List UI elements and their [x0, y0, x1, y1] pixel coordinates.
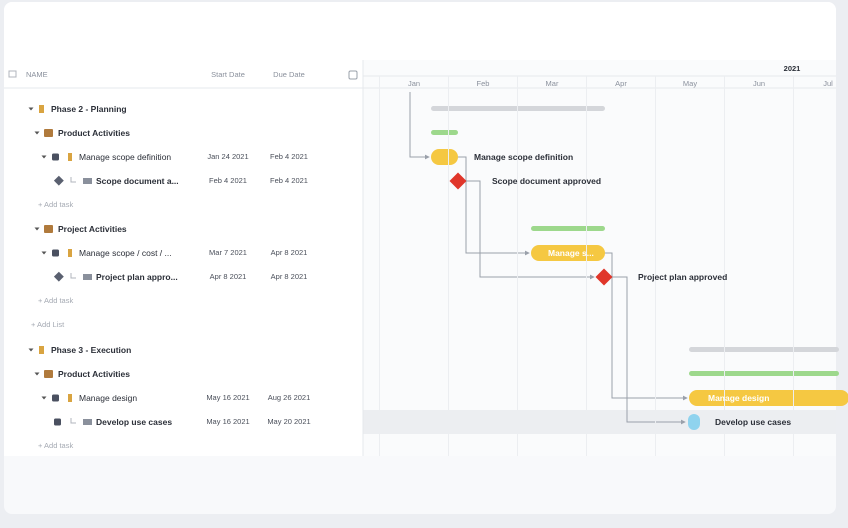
month-label: Jun	[752, 79, 766, 88]
task-icon	[83, 178, 92, 184]
list-icon	[44, 225, 53, 233]
caret	[28, 107, 34, 111]
dependency	[605, 252, 688, 401]
task-bar	[688, 414, 700, 430]
due-date: Aug 26 2021	[267, 393, 311, 402]
due-date: Apr 8 2021	[270, 248, 308, 257]
caret	[41, 396, 47, 400]
list-icon	[44, 129, 53, 137]
column-header: Due Date	[273, 70, 305, 79]
due-date: May 20 2021	[267, 417, 311, 426]
phase-name: Phase 2 - Planning	[51, 104, 127, 114]
list-name: Product Activities	[58, 128, 130, 138]
caret	[41, 155, 47, 159]
milestone	[449, 172, 467, 190]
start-date: Mar 7 2021	[209, 248, 247, 257]
year-label: 2021	[783, 64, 801, 73]
month-label: Mar	[545, 79, 559, 88]
phase-name: Phase 3 - Execution	[51, 345, 132, 355]
milestone	[595, 268, 613, 286]
bar-label: Manage s...	[548, 248, 594, 258]
add-list[interactable]: + Add List	[31, 320, 65, 329]
status-square	[54, 418, 61, 426]
start-date: Jan 24 2021	[207, 152, 249, 161]
list-bar	[431, 130, 458, 135]
start-date: May 16 2021	[206, 393, 250, 402]
task-name: Manage design	[79, 393, 138, 403]
month-label: Jul	[823, 79, 833, 88]
task-name: Scope document a...	[96, 176, 179, 186]
due-date: Apr 8 2021	[270, 272, 308, 281]
add-task[interactable]: + Add task	[38, 296, 74, 305]
month-label: Feb	[476, 79, 490, 88]
milestone-icon	[53, 175, 64, 186]
caret	[34, 227, 40, 231]
task-list	[4, 60, 363, 456]
subtask-link	[70, 418, 76, 424]
caret	[41, 251, 47, 255]
task-icon	[83, 274, 92, 280]
add-task[interactable]: + Add task	[38, 200, 74, 209]
add-column-button[interactable]	[348, 70, 358, 80]
phase-icon	[39, 105, 44, 113]
subtask-link	[70, 177, 76, 183]
bar-label: Manage scope definition	[474, 152, 574, 162]
dependency	[458, 156, 530, 256]
due-date: Feb 4 2021	[270, 176, 308, 185]
dependency	[612, 276, 686, 425]
add-task[interactable]: + Add task	[38, 441, 74, 450]
task-name: Manage scope / cost / ...	[79, 248, 172, 258]
column-header: NAME	[26, 70, 48, 79]
milestone-icon	[53, 271, 64, 282]
task-name: Develop use cases	[96, 417, 173, 427]
bar-label: Project plan approved	[638, 272, 728, 282]
task-icon	[68, 153, 72, 161]
list-bar	[689, 371, 839, 376]
task-bar	[689, 390, 848, 406]
phase-icon	[39, 346, 44, 354]
status-square	[52, 153, 59, 161]
task-name: Manage scope definition	[79, 152, 172, 162]
column-header: Start Date	[211, 70, 245, 79]
dependency	[409, 92, 430, 160]
task-icon	[68, 394, 72, 402]
dependency	[466, 180, 595, 280]
bar-label: Develop use cases	[715, 417, 792, 427]
caret	[28, 348, 34, 352]
month-label: May	[682, 79, 698, 88]
bar-label: Manage design	[708, 393, 770, 403]
task-icon	[83, 419, 92, 425]
list-name: Project Activities	[58, 224, 127, 234]
top-bar	[4, 2, 836, 60]
caret	[34, 372, 40, 376]
month-label: Jan	[407, 79, 421, 88]
due-date: Feb 4 2021	[270, 152, 308, 161]
start-date: Apr 8 2021	[209, 272, 247, 281]
list-bar	[531, 226, 605, 231]
caret	[34, 131, 40, 135]
list-icon	[44, 370, 53, 378]
phase-bar	[689, 347, 839, 352]
row-highlight	[363, 410, 836, 434]
start-date: May 16 2021	[206, 417, 250, 426]
task-name: Project plan appro...	[96, 272, 178, 282]
bar-label: Scope document approved	[492, 176, 602, 186]
status-square	[52, 249, 59, 257]
subtask-link	[70, 273, 76, 279]
status-square	[52, 394, 59, 402]
list-name: Product Activities	[58, 369, 130, 379]
start-date: Feb 4 2021	[209, 176, 247, 185]
task-icon	[68, 249, 72, 257]
task-bar	[431, 149, 458, 165]
month-label: Apr	[615, 79, 627, 88]
header-icon	[8, 70, 17, 78]
